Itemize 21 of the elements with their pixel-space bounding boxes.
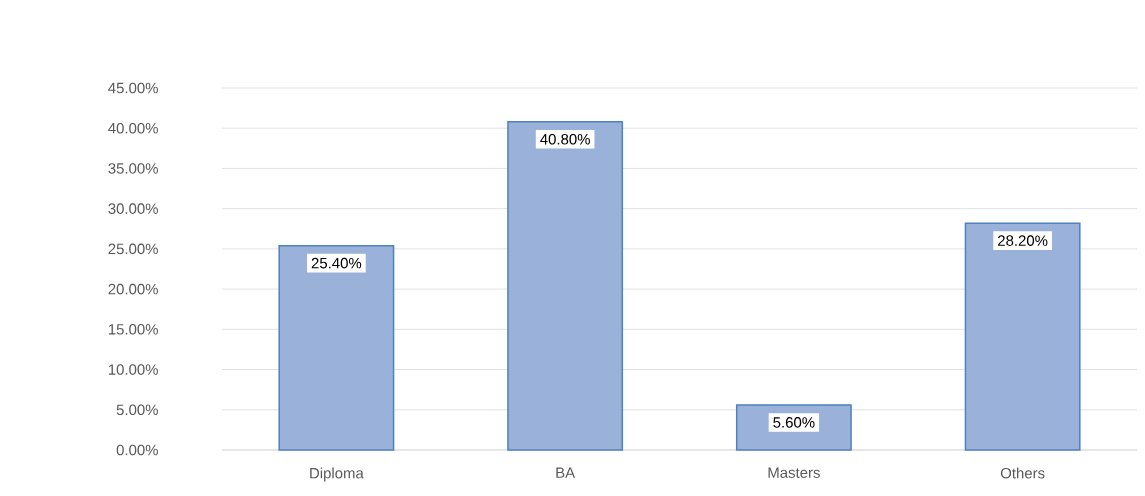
bar <box>278 244 395 451</box>
x-tick-label: Others <box>1000 467 1045 479</box>
y-tick-label: 0.00% <box>116 444 158 456</box>
bar <box>964 222 1081 451</box>
bar <box>507 121 624 451</box>
data-label: 25.40% <box>311 257 362 269</box>
y-tick-label: 25.00% <box>108 243 158 255</box>
y-tick-label: 5.00% <box>116 404 158 416</box>
y-tick-label: 15.00% <box>108 324 158 335</box>
y-tick-label: 20.00% <box>108 283 158 295</box>
y-tick-label: 10.00% <box>108 364 158 375</box>
y-tick-label: 30.00% <box>108 203 158 214</box>
x-tick-label: Diploma <box>310 467 364 482</box>
data-label: 5.60% <box>773 417 815 428</box>
y-tick-label: 40.00% <box>108 122 158 134</box>
data-label: 28.20% <box>998 235 1048 246</box>
y-tick-label: 45.00% <box>108 82 158 94</box>
y-tick-label: 35.00% <box>108 163 158 174</box>
data-label: 40.80% <box>540 133 590 145</box>
x-tick-label: BA <box>556 467 576 478</box>
x-tick-label: Masters <box>768 467 820 478</box>
